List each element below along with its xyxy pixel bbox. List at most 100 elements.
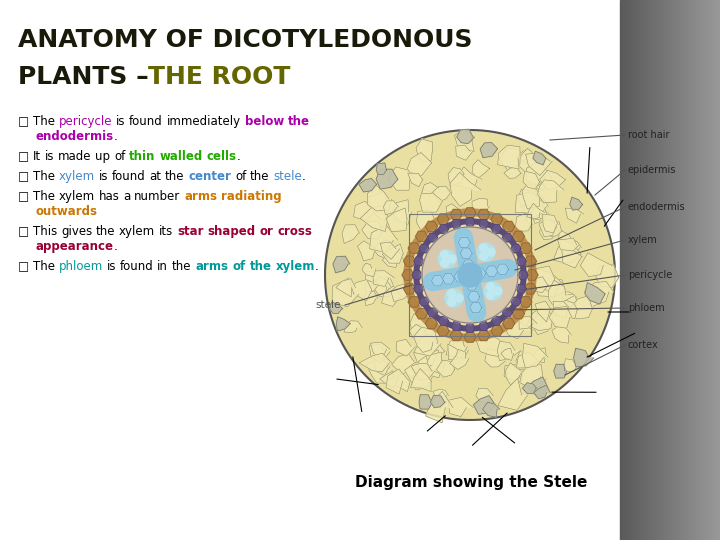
Bar	[629, 0, 630, 540]
Polygon shape	[517, 151, 534, 165]
Polygon shape	[411, 363, 435, 380]
Text: □: □	[18, 170, 29, 183]
Circle shape	[455, 294, 463, 302]
Bar	[622, 0, 623, 540]
Polygon shape	[431, 275, 444, 286]
Text: made: made	[58, 150, 91, 163]
Polygon shape	[534, 385, 550, 399]
Bar	[649, 0, 650, 540]
Text: is: is	[99, 170, 108, 183]
Circle shape	[480, 252, 487, 260]
Polygon shape	[412, 217, 528, 333]
Polygon shape	[465, 323, 475, 332]
Polygon shape	[423, 340, 445, 359]
Polygon shape	[516, 285, 526, 293]
Text: shaped: shaped	[207, 225, 256, 238]
Text: The: The	[33, 170, 55, 183]
Polygon shape	[413, 343, 438, 367]
Polygon shape	[451, 219, 462, 228]
Polygon shape	[528, 377, 548, 397]
Text: center: center	[188, 170, 231, 183]
Polygon shape	[472, 198, 490, 213]
Polygon shape	[539, 222, 560, 240]
Bar	[700, 0, 701, 540]
Polygon shape	[585, 282, 605, 304]
Polygon shape	[422, 227, 518, 323]
Text: □: □	[18, 150, 29, 163]
Text: found: found	[129, 115, 163, 128]
Polygon shape	[503, 221, 515, 232]
Bar	[704, 0, 705, 540]
Bar	[690, 0, 691, 540]
Polygon shape	[422, 183, 439, 194]
Text: radiating: radiating	[221, 190, 282, 203]
Text: the: the	[165, 170, 184, 183]
Bar	[688, 0, 689, 540]
Polygon shape	[515, 212, 535, 232]
Bar	[716, 0, 717, 540]
Polygon shape	[373, 271, 395, 287]
Polygon shape	[405, 362, 432, 390]
Bar	[714, 0, 715, 540]
Polygon shape	[404, 209, 536, 341]
Polygon shape	[464, 332, 476, 342]
Bar	[653, 0, 654, 540]
Polygon shape	[446, 204, 459, 216]
Bar	[668, 0, 669, 540]
Polygon shape	[549, 307, 572, 328]
Polygon shape	[535, 301, 551, 322]
Polygon shape	[476, 335, 508, 357]
Bar	[637, 0, 638, 540]
Bar	[628, 0, 629, 540]
Text: root hair: root hair	[628, 130, 670, 140]
Polygon shape	[376, 169, 398, 189]
Text: up: up	[95, 150, 110, 163]
Polygon shape	[520, 296, 532, 307]
Text: ANATOMY OF DICOTYLEDONOUS: ANATOMY OF DICOTYLEDONOUS	[18, 28, 472, 52]
Polygon shape	[478, 210, 490, 220]
Polygon shape	[499, 148, 526, 170]
Polygon shape	[359, 353, 392, 372]
Polygon shape	[450, 330, 462, 341]
Polygon shape	[408, 173, 423, 187]
Bar	[659, 0, 660, 540]
Text: .: .	[114, 130, 118, 143]
Text: xylem: xylem	[276, 260, 315, 273]
Bar	[660, 0, 661, 540]
Polygon shape	[521, 362, 546, 388]
Bar	[645, 0, 646, 540]
Polygon shape	[410, 369, 431, 392]
Text: This: This	[33, 225, 57, 238]
Polygon shape	[456, 145, 473, 160]
Polygon shape	[501, 320, 533, 339]
Bar	[652, 0, 653, 540]
Polygon shape	[419, 244, 429, 253]
Polygon shape	[542, 222, 562, 237]
Bar	[648, 0, 649, 540]
Polygon shape	[433, 389, 449, 402]
Bar	[671, 0, 672, 540]
Polygon shape	[562, 250, 582, 268]
Polygon shape	[474, 268, 486, 279]
Bar	[706, 0, 707, 540]
Bar	[638, 0, 639, 540]
Polygon shape	[465, 218, 475, 226]
Polygon shape	[516, 352, 539, 368]
Polygon shape	[371, 278, 395, 297]
Text: cross: cross	[278, 225, 312, 238]
Bar	[697, 0, 698, 540]
Polygon shape	[428, 233, 438, 242]
Text: phloem: phloem	[58, 260, 103, 273]
Text: The: The	[33, 260, 55, 273]
Polygon shape	[416, 210, 437, 235]
Bar	[693, 0, 694, 540]
Polygon shape	[354, 201, 376, 221]
Bar	[636, 0, 637, 540]
Polygon shape	[452, 342, 469, 359]
Polygon shape	[380, 242, 400, 259]
Polygon shape	[436, 360, 454, 377]
Bar	[685, 0, 686, 540]
Polygon shape	[403, 256, 415, 266]
Polygon shape	[420, 188, 443, 212]
Bar	[634, 0, 635, 540]
